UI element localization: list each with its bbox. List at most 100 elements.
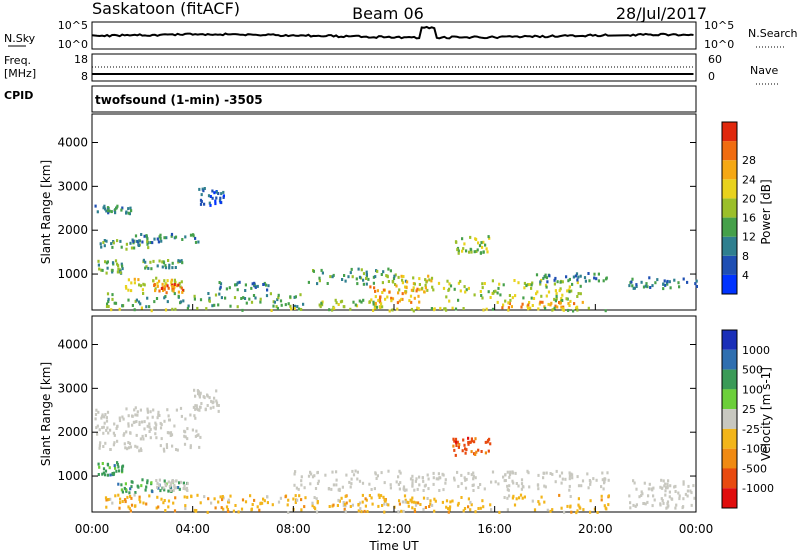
velocity-cell: [601, 471, 604, 475]
velocity-cell: [202, 395, 205, 399]
velocity-cell: [102, 467, 106, 471]
velocity-cell: [107, 431, 110, 435]
velocity-cell: [146, 481, 149, 485]
velocity-cell: [428, 505, 431, 508]
power-cell: [362, 282, 365, 286]
power-cell: [539, 282, 542, 286]
power-cell: [523, 281, 526, 285]
velocity-cell: [467, 442, 470, 446]
power-cell: [374, 295, 377, 299]
power-cell: [297, 307, 301, 311]
velocity-cell: [314, 487, 318, 490]
power-cell: [248, 297, 251, 301]
velocity-cell: [316, 482, 320, 485]
power-cell: [377, 298, 380, 302]
velocity-cell: [433, 509, 436, 513]
power-cell: [343, 305, 346, 309]
velocity-cell: [158, 478, 161, 482]
power-cell: [542, 276, 545, 280]
colorbar-swatch: [722, 330, 737, 350]
power-cell: [454, 307, 458, 311]
velocity-cell: [313, 496, 316, 499]
velocity-cell: [109, 473, 112, 477]
velocity-cell: [397, 482, 400, 486]
power-cell: [203, 202, 206, 206]
velocity-cell: [371, 502, 374, 506]
velocity-cell: [118, 469, 121, 473]
velocity-cell: [132, 420, 135, 424]
power-cell: [496, 300, 499, 304]
power-cell: [576, 295, 579, 298]
velocity-cell: [266, 495, 269, 499]
power-cell: [432, 308, 436, 312]
velocity-cell: [342, 501, 345, 504]
power-cell: [110, 210, 113, 214]
velocity-cell: [199, 501, 202, 505]
velocity-cell: [383, 502, 386, 506]
velocity-cell: [106, 473, 109, 477]
power-cell: [387, 267, 390, 271]
velocity-cell: [183, 442, 187, 446]
velocity-cell: [568, 471, 571, 475]
nsky-tick-high: 10^5: [58, 19, 88, 32]
power-cell: [355, 304, 359, 308]
power-cell: [202, 189, 205, 193]
velocity-cell: [422, 479, 425, 483]
power-cell: [485, 247, 488, 251]
power-cell: [544, 275, 547, 279]
power-cell: [213, 191, 216, 195]
y-tick-label: 2000: [57, 223, 88, 237]
power-cell: [119, 269, 122, 273]
velocity-cell: [348, 499, 351, 503]
power-cell: [445, 308, 448, 312]
power-cell: [418, 283, 421, 286]
velocity-cell: [416, 487, 419, 491]
power-cell: [201, 187, 204, 191]
power-cell: [565, 297, 568, 301]
power-cell: [272, 300, 275, 304]
velocity-cell: [413, 507, 416, 511]
velocity-cell: [343, 507, 346, 511]
velocity-cell: [560, 481, 563, 485]
velocity-cell: [103, 421, 106, 425]
power-cell: [290, 307, 293, 311]
colorbar-frame: [721, 329, 738, 509]
velocity-cell: [490, 480, 493, 484]
velocity-cell: [198, 408, 201, 412]
velocity-cell: [149, 427, 152, 431]
velocity-cell: [144, 488, 147, 492]
nsky-panel: N.Sky 10^5 10^0 10^5 10^0 N.Search: [4, 19, 798, 51]
velocity-cell: [137, 485, 140, 489]
power-cell: [678, 285, 681, 289]
velocity-cell: [121, 467, 124, 471]
velocity-cell: [513, 503, 517, 507]
power-cell: [222, 190, 225, 194]
power-cell: [575, 272, 579, 276]
power-cell: [110, 242, 113, 246]
power-cell: [529, 306, 532, 310]
velocity-cell: [183, 429, 186, 433]
velocity-cell: [197, 392, 200, 396]
velocity-cell: [149, 436, 152, 440]
velocity-cell: [142, 437, 145, 441]
power-cell: [486, 250, 489, 254]
velocity-cell: [332, 503, 335, 507]
power-cell: [537, 307, 540, 311]
velocity-cell: [475, 450, 478, 454]
velocity-cell: [426, 473, 429, 477]
velocity-cell: [109, 448, 112, 451]
velocity-cell: [118, 506, 121, 510]
velocity-cell: [263, 499, 266, 503]
power-cell: [119, 271, 122, 275]
power-cell: [539, 280, 542, 284]
power-cell: [121, 206, 124, 210]
velocity-cell: [568, 484, 571, 488]
velocity-cell: [506, 496, 509, 500]
power-cell: [669, 286, 672, 290]
velocity-cell: [560, 506, 563, 510]
x-axis-label: Time UT: [368, 539, 419, 553]
velocity-cell: [300, 498, 303, 502]
velocity-cell: [442, 488, 445, 492]
velocity-cell: [647, 487, 650, 491]
